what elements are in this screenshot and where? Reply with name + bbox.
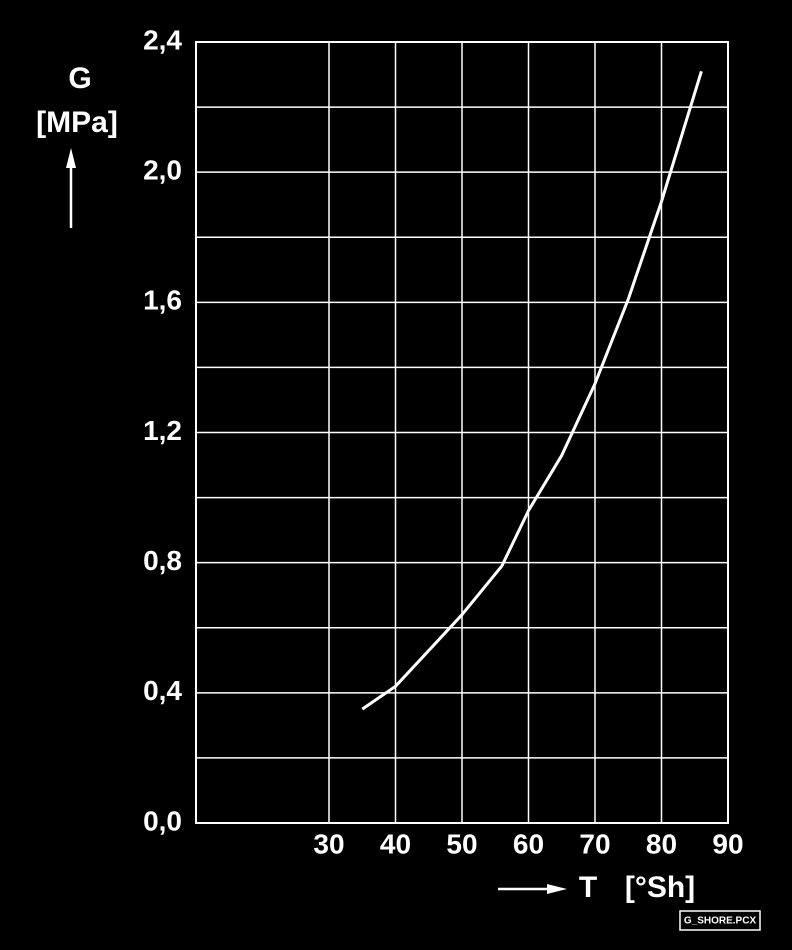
x-tick-label: 70 [579, 828, 610, 859]
y-tick-label: 2,4 [143, 24, 182, 55]
x-tick-label: 60 [513, 828, 544, 859]
y-arrow [66, 148, 76, 228]
y-tick-label: 2,0 [143, 155, 182, 186]
x-tick-label: 90 [712, 828, 743, 859]
y-axis-title: G [68, 62, 91, 95]
x-tick-label: 50 [446, 828, 477, 859]
badge-box [679, 910, 761, 931]
y-axis-unit: [MPa] [36, 106, 118, 139]
y-tick-label: 1,2 [143, 415, 182, 446]
badge: G_SHORE.PCX [684, 916, 757, 927]
x-axis-title: T [579, 871, 597, 904]
x-tick-label: 80 [646, 828, 677, 859]
y-tick-label: 0,4 [143, 675, 182, 706]
x-tick-label: 40 [380, 828, 411, 859]
curve [361, 70, 703, 711]
x-tick-label: 30 [313, 828, 344, 859]
y-tick-label: 1,6 [143, 285, 182, 316]
y-tick-label: 0,0 [143, 805, 182, 836]
x-axis-unit: [°Sh] [625, 871, 695, 904]
y-tick-label: 0,8 [143, 545, 182, 576]
x-arrow [498, 884, 567, 894]
